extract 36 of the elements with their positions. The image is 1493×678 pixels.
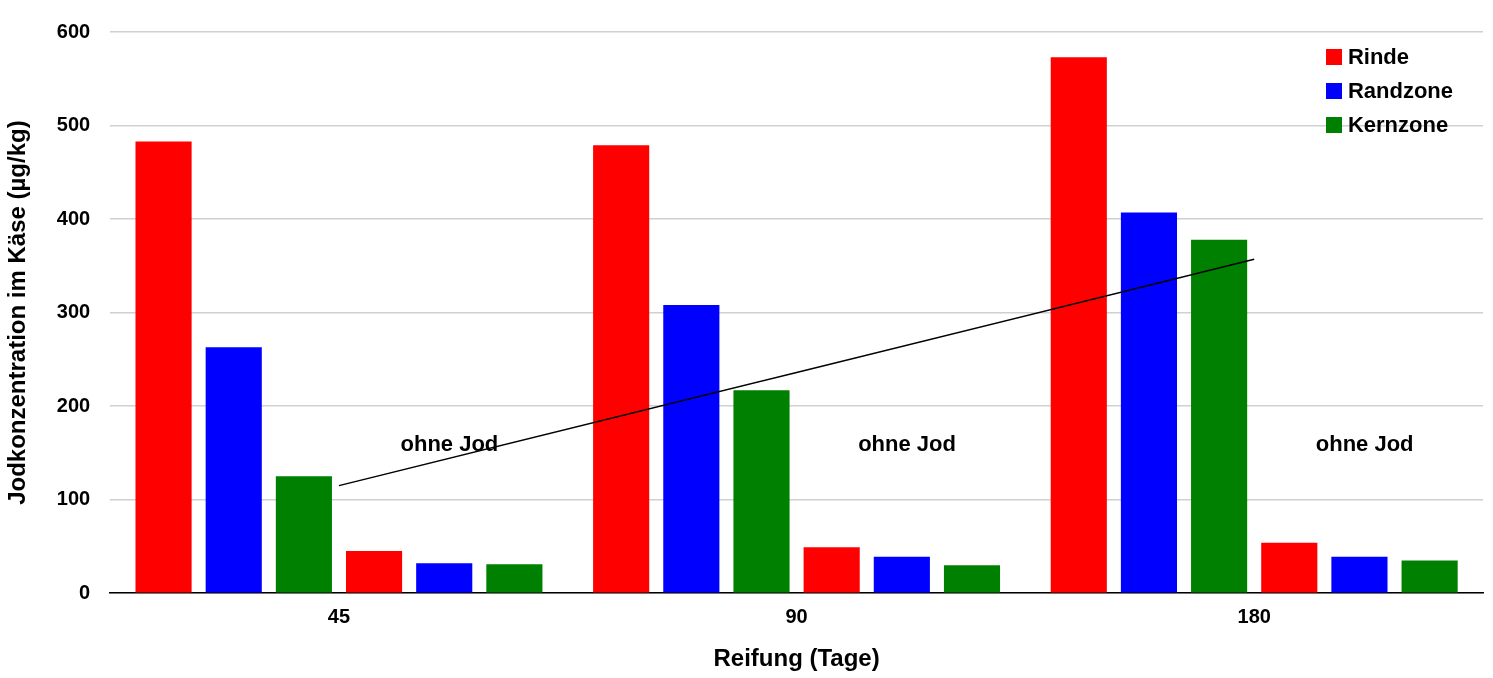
bar — [345, 551, 403, 593]
y-tick-label: 500 — [56, 113, 91, 136]
bar — [1050, 57, 1107, 593]
annotation: ohne Jod — [400, 430, 499, 456]
y-tick-label: 200 — [56, 393, 91, 416]
y-tick-label: 600 — [56, 19, 91, 42]
legend-label: Rinde — [1347, 43, 1409, 71]
bar — [663, 305, 720, 593]
bar — [275, 476, 332, 593]
bar — [486, 564, 543, 593]
y-tick-label: 300 — [56, 300, 91, 323]
x-tick-label: 180 — [1237, 604, 1271, 627]
y-tick-label: 0 — [79, 580, 91, 603]
bar — [873, 556, 930, 593]
legend-label: Kernzone — [1347, 111, 1449, 139]
x-axis-title: Reifung (Tage) — [713, 644, 880, 672]
bar — [1120, 212, 1178, 593]
bar — [135, 141, 192, 593]
bar — [416, 563, 473, 593]
bar — [733, 390, 790, 593]
legend-label: Randzone — [1347, 77, 1453, 105]
bar — [1331, 556, 1388, 593]
bar — [943, 565, 1001, 593]
bar — [1401, 560, 1458, 593]
x-tick-label: 90 — [785, 604, 808, 627]
y-tick-label: 400 — [56, 206, 91, 229]
x-tick-label: 45 — [327, 604, 351, 627]
bar — [1191, 239, 1248, 593]
annotation: ohne Jod — [858, 430, 956, 456]
y-axis-title: Jodkonzentration im Käse (µg/kg) — [3, 120, 31, 505]
bar — [803, 547, 860, 593]
bar — [593, 145, 650, 593]
bar — [1261, 542, 1318, 593]
y-tick-label: 100 — [56, 487, 91, 510]
bar — [205, 347, 262, 593]
annotation: ohne Jod — [1315, 430, 1414, 456]
